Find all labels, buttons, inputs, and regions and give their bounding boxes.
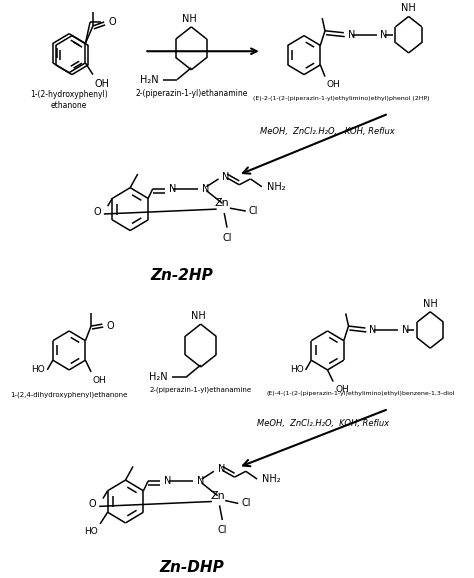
Text: N: N: [218, 464, 225, 475]
Text: OH: OH: [93, 376, 107, 385]
Text: 2-(piperazin-1-yl)ethanamine: 2-(piperazin-1-yl)ethanamine: [150, 387, 252, 393]
Text: OH: OH: [335, 384, 349, 394]
Text: Cl: Cl: [249, 206, 258, 216]
Text: NH: NH: [401, 3, 416, 13]
Text: Zn: Zn: [210, 491, 225, 501]
Text: O: O: [109, 17, 117, 27]
Text: Cl: Cl: [222, 232, 232, 243]
Text: OH: OH: [95, 79, 110, 88]
Text: NH: NH: [191, 311, 206, 321]
Text: Zn-2HP: Zn-2HP: [151, 268, 213, 283]
Text: Cl: Cl: [218, 525, 227, 535]
Text: 1-(2-hydroxyphenyl): 1-(2-hydroxyphenyl): [30, 90, 108, 99]
Text: HO: HO: [290, 365, 304, 375]
Text: N: N: [347, 29, 355, 40]
Text: MeOH,  ZnCl₂.H₂O,  KOH, Reflux: MeOH, ZnCl₂.H₂O, KOH, Reflux: [257, 419, 389, 428]
Text: HO: HO: [32, 365, 46, 375]
Text: (E)-4-(1-(2-(piperazin-1-yl)ethylimino)ethyl)benzene-1,3-diol: (E)-4-(1-(2-(piperazin-1-yl)ethylimino)e…: [266, 391, 455, 397]
Text: H₂N: H₂N: [149, 372, 168, 381]
Text: Zn-DHP: Zn-DHP: [159, 560, 224, 575]
Text: MeOH,  ZnCl₂.H₂O,   KOH, Reflux: MeOH, ZnCl₂.H₂O, KOH, Reflux: [260, 127, 395, 136]
Text: N: N: [222, 172, 230, 182]
Text: NH₂: NH₂: [262, 474, 281, 484]
Text: Zn: Zn: [215, 198, 230, 208]
Text: 1-(2,4-dihydroxyphenyl)ethanone: 1-(2,4-dihydroxyphenyl)ethanone: [10, 391, 128, 398]
Text: N: N: [201, 184, 209, 194]
Text: N: N: [197, 476, 204, 486]
Text: O: O: [93, 207, 101, 217]
Text: N: N: [381, 29, 388, 40]
Text: NH: NH: [182, 14, 197, 24]
Text: N: N: [169, 184, 176, 194]
Text: N: N: [402, 325, 410, 335]
Text: HO: HO: [84, 527, 98, 536]
Text: NH: NH: [423, 298, 438, 309]
Text: NH₂: NH₂: [266, 181, 285, 192]
Text: O: O: [106, 321, 114, 331]
Text: O: O: [89, 499, 96, 509]
Text: OH: OH: [327, 80, 341, 88]
Text: N: N: [164, 476, 172, 486]
Text: H₂N: H₂N: [140, 75, 158, 84]
Text: 2-(piperazin-1-yl)ethanamine: 2-(piperazin-1-yl)ethanamine: [135, 89, 247, 98]
Text: N: N: [369, 325, 376, 335]
Text: Cl: Cl: [241, 498, 251, 509]
Text: (E)-2-(1-(2-(piperazin-1-yl)ethylimino)ethyl)phenol (2HP): (E)-2-(1-(2-(piperazin-1-yl)ethylimino)e…: [254, 96, 430, 101]
Text: ethanone: ethanone: [51, 101, 87, 110]
